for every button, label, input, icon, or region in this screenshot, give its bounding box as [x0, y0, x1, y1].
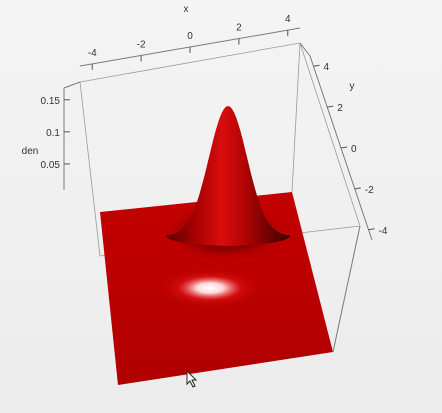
y-axis-tick-label: -4 — [379, 226, 388, 237]
y-axis-tick-label: 2 — [337, 103, 343, 114]
x-axis-label: x — [184, 4, 189, 15]
x-axis-tick-label: -2 — [137, 39, 146, 50]
z-axis-tick-label: 0.05 — [41, 160, 61, 171]
y-axis-tick-label: -2 — [365, 185, 374, 196]
y-axis-tick-label: 4 — [323, 62, 329, 73]
y-axis-tick — [327, 105, 334, 108]
surface-highlight — [158, 268, 262, 308]
density-peak — [166, 106, 290, 246]
mouse-cursor-icon — [186, 370, 198, 388]
y-axis-tick — [354, 187, 361, 190]
z-axis-tick-label: 0.15 — [41, 96, 61, 107]
y-axis-label: y — [350, 81, 355, 92]
y-axis-tick — [340, 146, 348, 149]
y-axis: y 4 2 0 -2 -4 — [309, 55, 388, 241]
bounding-box-front — [63, 42, 361, 353]
x-axis-tick-label: 4 — [285, 14, 291, 25]
x-axis-tick-label: 0 — [187, 31, 193, 42]
z-axis-tick-label: 0.1 — [46, 128, 60, 139]
x-axis-tick-label: 2 — [236, 23, 242, 34]
y-axis-tick — [368, 228, 375, 231]
x-axis-tick-label: -4 — [88, 48, 97, 59]
x-axis: x -4 -2 0 2 4 — [79, 4, 301, 70]
y-axis-tick — [313, 64, 320, 67]
y-axis-tick-label: 0 — [351, 144, 357, 155]
z-axis: den 0.15 0.1 0.05 — [22, 88, 70, 190]
z-axis-label: den — [22, 146, 39, 157]
